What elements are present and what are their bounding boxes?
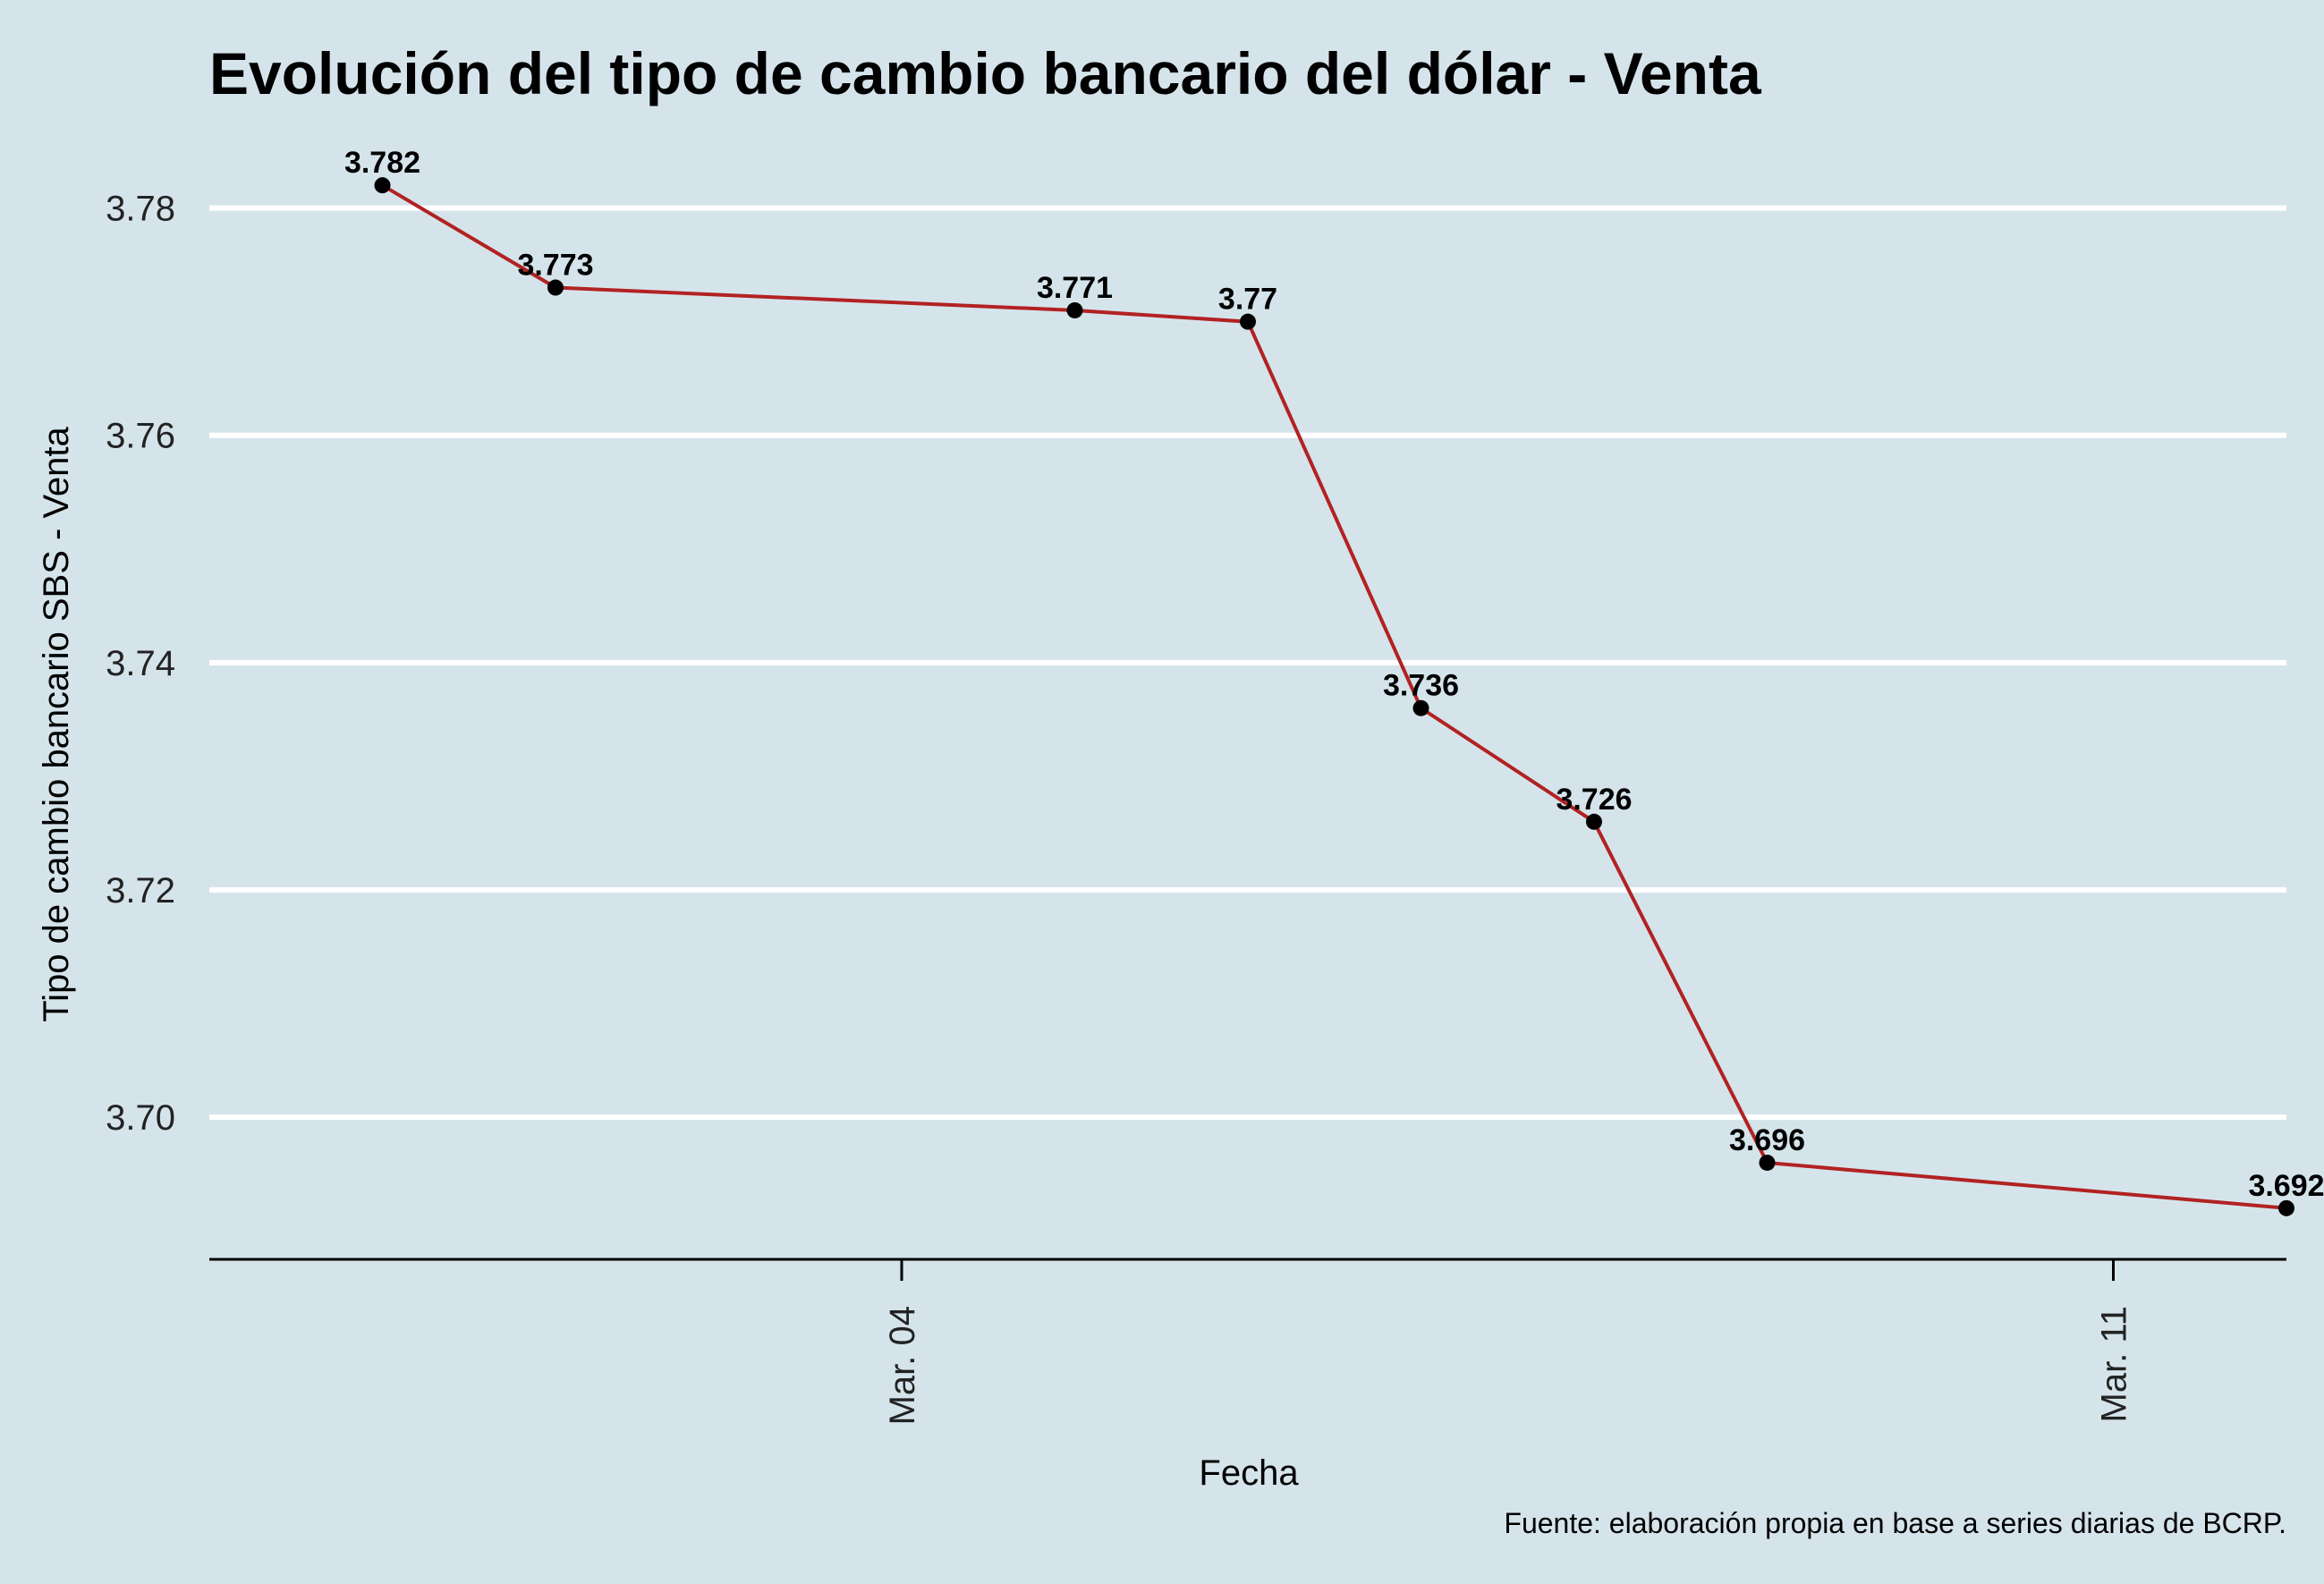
- series-line: [381, 183, 2287, 1210]
- data-point: [1759, 1154, 1776, 1171]
- chart-title: Evolución del tipo de cambio bancario de…: [209, 40, 1762, 106]
- data-point: [374, 177, 391, 194]
- data-labels: 3.782 3.773 3.771 3.77 3.736 3.726 3.696 3.692: [344, 146, 2324, 1203]
- x-axis-label: Fecha: [1199, 1453, 1299, 1493]
- y-tick-label: 3.76: [106, 417, 175, 456]
- data-point: [1412, 699, 1429, 716]
- y-axis-label: Tipo de cambio bancario SBS - Venta: [37, 426, 76, 1021]
- y-axis-tick-labels: 3.70 3.72 3.74 3.76 3.78: [106, 190, 175, 1139]
- gridlines: [209, 205, 2286, 1121]
- data-label: 3.773: [517, 249, 593, 283]
- chart-caption: Fuente: elaboración propia en base a ser…: [1504, 1507, 2286, 1539]
- data-point: [1586, 813, 1602, 830]
- data-label: 3.692: [2248, 1169, 2324, 1203]
- data-points: [374, 177, 2294, 1216]
- data-label: 3.77: [1218, 283, 1277, 317]
- y-tick-label: 3.74: [106, 644, 175, 683]
- data-point: [1240, 313, 1256, 330]
- y-tick-label: 3.72: [106, 871, 175, 911]
- data-point: [1066, 301, 1083, 318]
- x-axis-ticks: Mar. 04 Mar. 11: [883, 1259, 2134, 1425]
- data-label: 3.726: [1556, 783, 1632, 817]
- y-tick-label: 3.78: [106, 190, 175, 229]
- x-tick-label: Mar. 11: [2095, 1306, 2134, 1422]
- data-point: [547, 279, 564, 296]
- data-point: [2278, 1199, 2294, 1216]
- x-tick-label: Mar. 04: [883, 1306, 922, 1425]
- data-label: 3.782: [344, 146, 420, 180]
- data-label: 3.736: [1383, 669, 1459, 703]
- y-tick-label: 3.70: [106, 1098, 175, 1138]
- data-label: 3.771: [1037, 271, 1113, 305]
- data-label: 3.696: [1729, 1123, 1805, 1157]
